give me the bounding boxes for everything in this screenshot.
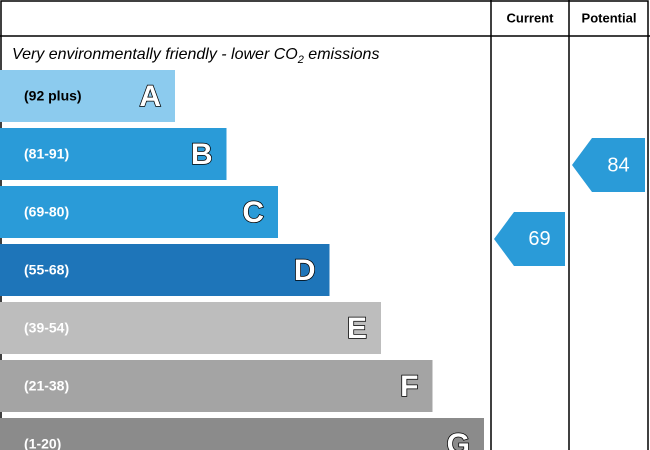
rating-band: [0, 70, 175, 122]
caption-text: emissions: [304, 46, 380, 63]
band-letter: A: [139, 80, 161, 113]
band-letter: D: [294, 254, 316, 287]
band-range: (92 plus): [24, 88, 82, 104]
header: Potential: [582, 10, 637, 25]
rating-value: 84: [607, 154, 629, 176]
caption-sub: 2: [297, 54, 304, 66]
rating-value: 69: [528, 228, 550, 250]
rating-band: [0, 360, 433, 412]
band-range: (55-68): [24, 262, 69, 278]
band-letter: B: [191, 138, 213, 171]
band-range: (1-20): [24, 436, 61, 450]
band-range: (21-38): [24, 378, 69, 394]
rating-band: [0, 418, 484, 450]
band-letter: F: [400, 370, 418, 403]
band-range: (39-54): [24, 320, 69, 336]
rating-band: [0, 186, 278, 238]
band-letter: G: [447, 428, 470, 450]
rating-band: [0, 302, 381, 354]
rating-arrow: [494, 211, 565, 266]
rating-arrow: [572, 138, 645, 192]
caption: Very environmentally friendly - lower CO…: [12, 46, 379, 66]
band-range: (69-80): [24, 204, 69, 220]
caption-text: Very environmentally friendly - lower CO: [12, 46, 298, 63]
header: Current: [507, 10, 555, 25]
rating-band: [0, 244, 330, 296]
band-range: (81-91): [24, 146, 69, 162]
band-letter: C: [242, 196, 264, 229]
band-letter: E: [347, 312, 367, 345]
rating-band: [0, 128, 227, 180]
